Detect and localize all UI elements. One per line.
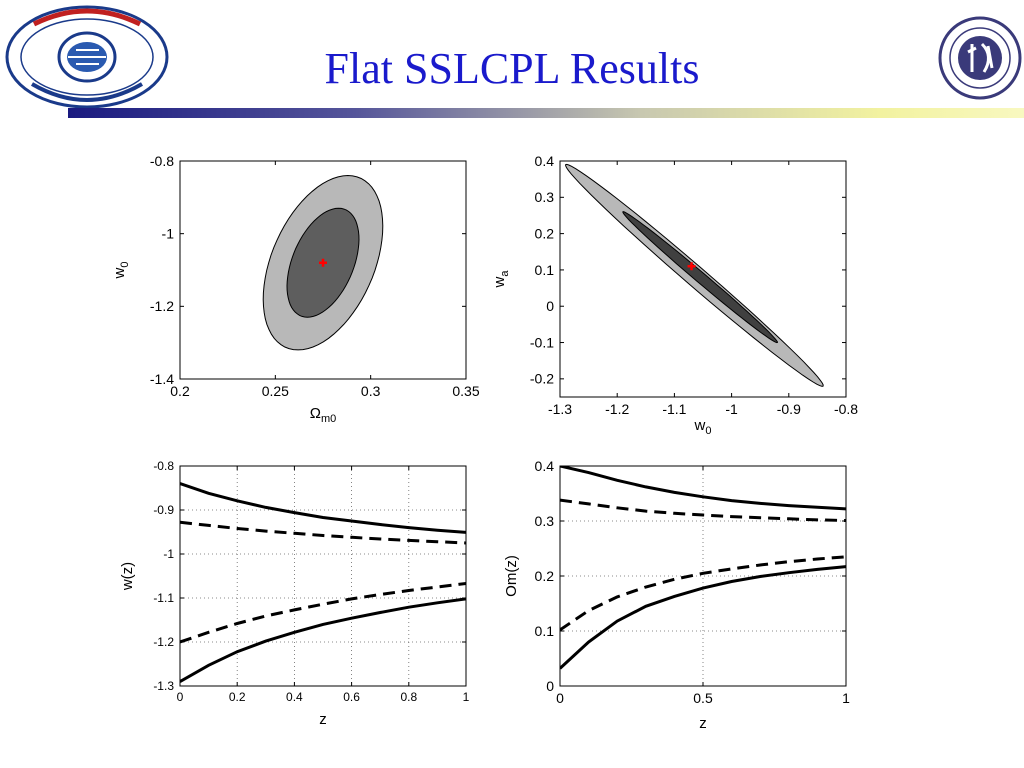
- x-tick-label: 0.25: [262, 383, 289, 399]
- plot-background: [180, 466, 466, 686]
- plot-frame: [179, 465, 467, 687]
- contour-1-sigma: [622, 211, 778, 344]
- y-tick-label: 0.1: [535, 623, 555, 639]
- x-tick-label: 0.2: [170, 383, 190, 399]
- series-line-3: [560, 555, 846, 632]
- y-tick-label: 0: [546, 678, 554, 694]
- plot-content: [560, 466, 846, 670]
- x-tick-label: -1.1: [662, 401, 686, 417]
- y-tick-label: -0.8: [153, 459, 174, 473]
- y-tick-label: 0.1: [535, 262, 555, 278]
- slide-title: Flat SSLCPL Results: [324, 44, 700, 93]
- series-line-1: [560, 466, 846, 511]
- y-tick-label: 0.3: [535, 513, 555, 529]
- y-axis-label-main: w: [111, 267, 128, 279]
- y-axis-label: wa: [491, 270, 511, 289]
- y-tick-label: 0.3: [535, 189, 555, 205]
- x-tick-label: -0.9: [777, 401, 801, 417]
- x-axis-label-main: Ω: [310, 405, 321, 422]
- y-tick-label: -1.1: [153, 591, 174, 605]
- x-axis-label-sub: m0: [321, 413, 336, 425]
- omz-line-plot: 0 0.5 1 0 0.1 0.2 0.3 0.4 z Om(z): [503, 458, 850, 732]
- plot-frame: [559, 160, 847, 398]
- best-fit-marker: [319, 258, 327, 267]
- x-axis-label: Ωm0: [310, 405, 337, 425]
- series-line-4: [560, 565, 846, 670]
- y-tick-label: 0.2: [535, 226, 555, 242]
- x-axis-label-sub: 0: [705, 425, 711, 437]
- x-tick-label: 0.5: [693, 690, 713, 706]
- physics-emblem-icon: [938, 16, 1022, 105]
- x-tick-label: -1.3: [548, 401, 572, 417]
- y-tick-label: -1.4: [150, 371, 174, 387]
- x-tick-label: 0.35: [452, 383, 479, 399]
- plot-content: [262, 174, 384, 351]
- y-tick-label: -0.2: [530, 371, 554, 387]
- plot-content: [180, 482, 466, 683]
- wz-line-plot: 0 0.2 0.4 0.6 0.8 1 -1.3 -1.2 -1.1 -1 -0.9 -0.8 z w(z…: [119, 459, 470, 728]
- y-axis-label: w0: [111, 262, 131, 280]
- x-axis-label-main: w: [694, 417, 706, 434]
- x-tick-label: 0.4: [286, 690, 303, 704]
- plot-frame: [179, 160, 467, 380]
- y-tick-label: -1.2: [150, 298, 174, 314]
- y-axis-label-main: w: [491, 276, 508, 288]
- y-tick-label: 0.2: [535, 568, 555, 584]
- y-axis-label: Om(z): [503, 555, 520, 597]
- x-axis-label: z: [699, 715, 707, 732]
- plot-content: [565, 163, 824, 387]
- y-tick-label: -0.8: [150, 153, 174, 169]
- x-axis-label: z: [319, 711, 327, 728]
- y-tick-label: 0.4: [535, 458, 555, 474]
- series-line-1: [180, 482, 466, 534]
- y-tick-label: 0.4: [535, 153, 555, 169]
- y-axis-label-sub: 0: [119, 262, 131, 268]
- title-underline-bar: [68, 108, 1024, 118]
- y-tick-label: -1: [162, 226, 175, 242]
- x-tick-label: 0: [177, 690, 184, 704]
- y-tick-label: 0: [546, 298, 554, 314]
- y-axis-label: w(z): [119, 562, 136, 591]
- y-tick-label: -1.2: [153, 635, 174, 649]
- x-tick-label: 0.6: [343, 690, 360, 704]
- x-tick-label: 0.8: [400, 690, 417, 704]
- series-line-4: [180, 597, 466, 683]
- w0-wa-contour-plot: -1.3 -1.2 -1.1 -1 -0.9 -0.8 -0.2 -0.1 0 0.1 0.2 0.3…: [491, 153, 858, 437]
- x-tick-label: 1: [463, 690, 470, 704]
- y-tick-label: -1: [163, 547, 174, 561]
- university-emblem-icon: [4, 4, 170, 115]
- series-line-2: [560, 498, 846, 522]
- y-tick-label: -1.3: [153, 679, 174, 693]
- x-tick-label: 0.2: [229, 690, 246, 704]
- x-axis-label: w0: [694, 417, 712, 437]
- y-tick-label: -0.1: [530, 334, 554, 350]
- series-line-2: [180, 520, 466, 545]
- y-tick-label: -0.9: [153, 503, 174, 517]
- x-tick-label: -1.2: [605, 401, 629, 417]
- y-axis-label-sub: a: [499, 270, 511, 277]
- x-tick-label: 0: [556, 690, 564, 706]
- omega-w0-contour-plot: 0.2 0.25 0.3 0.35 -1.4 -1.2 -1 -0.8 Ωm0 w0: [111, 153, 480, 425]
- x-tick-label: 1: [842, 690, 850, 706]
- x-tick-label: -1: [725, 401, 738, 417]
- x-tick-label: -0.8: [834, 401, 858, 417]
- best-fit-marker: [687, 262, 696, 271]
- x-tick-label: 0.3: [361, 383, 381, 399]
